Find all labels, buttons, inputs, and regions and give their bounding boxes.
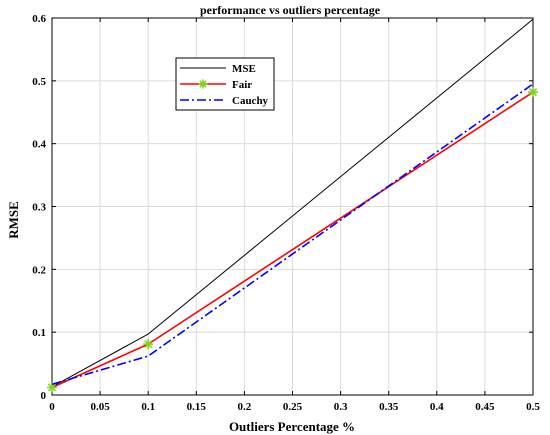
y-tick-label: 0.4 [32,139,46,151]
axis-ticks: 0 0.05 0.1 0.15 0.2 0.25 0.3 0.35 0.4 0.45 0.5 0 0.1… [32,13,540,413]
x-tick-label: 0.45 [475,401,495,413]
x-tick-label: 0.35 [379,401,399,413]
y-tick-label: 0.3 [32,202,46,214]
legend-marker-fair [198,79,208,89]
x-tick-label: 0.3 [334,401,348,413]
x-tick-label: 0.1 [141,401,155,413]
y-tick-label: 0.5 [32,76,46,88]
y-tick-label: 0 [41,390,47,402]
x-tick-label: 0.25 [283,401,303,413]
x-tick-label: 0.05 [90,401,110,413]
x-tick-label: 0.15 [187,401,207,413]
y-tick-label: 0.6 [32,13,46,25]
x-tick-label: 0.4 [430,401,444,413]
legend-label-cauchy: Cauchy [232,95,269,107]
series-layer [47,18,538,393]
x-tick-label: 0.5 [526,401,540,413]
y-tick-label: 0.1 [32,327,46,339]
x-axis-label: Outliers Percentage % [229,419,355,434]
x-tick-label: 0.2 [238,401,252,413]
series-marker-fair [528,87,538,98]
x-tick-label: 0 [49,401,55,413]
legend: MSE Fair Cauchy [175,57,275,111]
chart-title: performance vs outliers percentage [200,3,381,17]
series-line-cauchy [51,83,534,386]
legend-label-mse: MSE [232,63,256,75]
series-line-mse [51,18,534,388]
legend-label-fair: Fair [232,79,252,91]
y-axis-label: RMSE [6,201,21,239]
grid [51,17,534,396]
series-marker-fair [143,339,154,350]
y-tick-label: 0.2 [32,264,46,276]
